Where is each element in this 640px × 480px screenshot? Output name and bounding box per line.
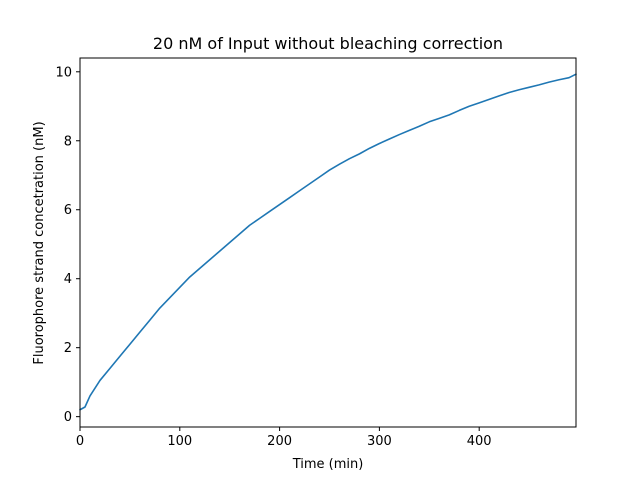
y-tick-label: 10	[55, 65, 72, 80]
y-axis: 0 2 4 6 8 10	[55, 65, 80, 425]
chart-title: 20 nM of Input without bleaching correct…	[153, 34, 503, 53]
x-axis-label: Time (min)	[292, 457, 364, 472]
series-line	[79, 73, 577, 411]
x-tick-label: 200	[267, 434, 292, 449]
x-tick-label: 300	[367, 434, 392, 449]
x-tick-label: 100	[167, 434, 192, 449]
y-tick-label: 6	[64, 203, 72, 218]
x-tick-label: 400	[467, 434, 492, 449]
x-tick-label: 0	[76, 434, 84, 449]
y-axis-label: Fluorophore strand concetration (nM)	[32, 121, 47, 364]
plot-frame	[79, 57, 577, 428]
y-tick-label: 2	[64, 341, 72, 356]
x-axis: 0 100 200 300 400	[76, 427, 492, 449]
y-tick-label: 8	[64, 134, 72, 149]
y-tick-label: 0	[64, 410, 72, 425]
y-tick-label: 4	[64, 272, 72, 287]
plot-area	[79, 73, 577, 411]
